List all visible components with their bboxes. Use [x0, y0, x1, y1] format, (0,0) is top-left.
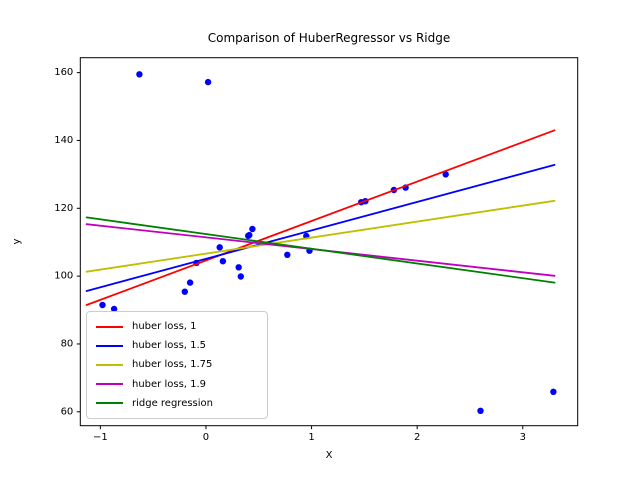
scatter-point	[246, 231, 253, 239]
legend-line-sample	[96, 344, 123, 347]
chart-title: Comparison of HuberRegressor vs Ridge	[207, 31, 451, 45]
y-tick-label: 80	[61, 338, 74, 349]
line-huber-loss-1-5	[85, 163, 556, 292]
legend-entry-label: huber loss, 1	[132, 321, 197, 333]
legend-entry-huber-loss-1: huber loss, 1	[96, 321, 258, 332]
y-tick-label: 100	[54, 271, 73, 282]
scatter-point	[216, 244, 223, 251]
scatter-point	[284, 251, 291, 258]
scatter-point	[219, 258, 227, 265]
x-axis-label: X	[325, 450, 333, 461]
y-tick-label: 60	[61, 406, 74, 417]
legend-entry-huber-loss-1-9: huber loss, 1.9	[96, 379, 258, 390]
scatter-point	[204, 78, 212, 86]
regression-lines	[85, 129, 556, 306]
x-tick-label: −1	[93, 432, 108, 443]
scatter-point	[136, 71, 143, 78]
scatter-point	[249, 225, 256, 233]
legend-box: huber loss, 1 huber loss, 1.5 huber loss, …	[86, 311, 268, 419]
line-huber-loss-1-75	[85, 199, 556, 273]
legend-line-sample	[96, 383, 123, 386]
axes-frame	[79, 57, 579, 427]
legend-line-sample	[96, 363, 123, 366]
x-tick-label: 0	[203, 432, 209, 443]
legend-line-sample	[96, 325, 123, 328]
legend-line-sample	[96, 402, 123, 405]
y-tick-label: 120	[54, 203, 73, 214]
scatter-point	[442, 171, 449, 178]
y-axis-label: y	[11, 238, 23, 245]
line-ridge-regression	[85, 216, 556, 284]
y-tick-label: 160	[54, 67, 73, 78]
scatter-point	[235, 264, 242, 271]
legend-entry-label: huber loss, 1.9	[132, 378, 207, 390]
scatter-point	[110, 305, 118, 313]
line-huber-loss-1	[85, 129, 556, 306]
y-tick-label: 140	[54, 135, 73, 146]
legend-entry-ridge-regression: ridge regression	[96, 398, 258, 409]
scatter-point	[477, 407, 484, 414]
legend-entry-huber-loss-1-5: huber loss, 1.5	[96, 340, 258, 351]
x-tick-label: 3	[520, 432, 526, 443]
x-tick-label: 2	[414, 432, 420, 443]
scatter-point	[181, 288, 188, 295]
x-axis-ticks: −1 0 1 2 3	[93, 425, 526, 443]
legend-entry-huber-loss-1-75: huber loss, 1.75	[96, 359, 258, 370]
y-axis-ticks: 60 80 100 120 140 160	[54, 67, 81, 417]
scatter-point	[186, 279, 194, 286]
legend-entry-label: huber loss, 1.5	[132, 340, 207, 352]
scatter-point	[550, 388, 557, 395]
x-tick-label: 1	[308, 432, 314, 443]
scatter-point	[237, 273, 244, 280]
scatter-point	[99, 301, 106, 309]
legend-entry-label: huber loss, 1.75	[132, 359, 213, 371]
legend-entry-label: ridge regression	[132, 397, 214, 409]
